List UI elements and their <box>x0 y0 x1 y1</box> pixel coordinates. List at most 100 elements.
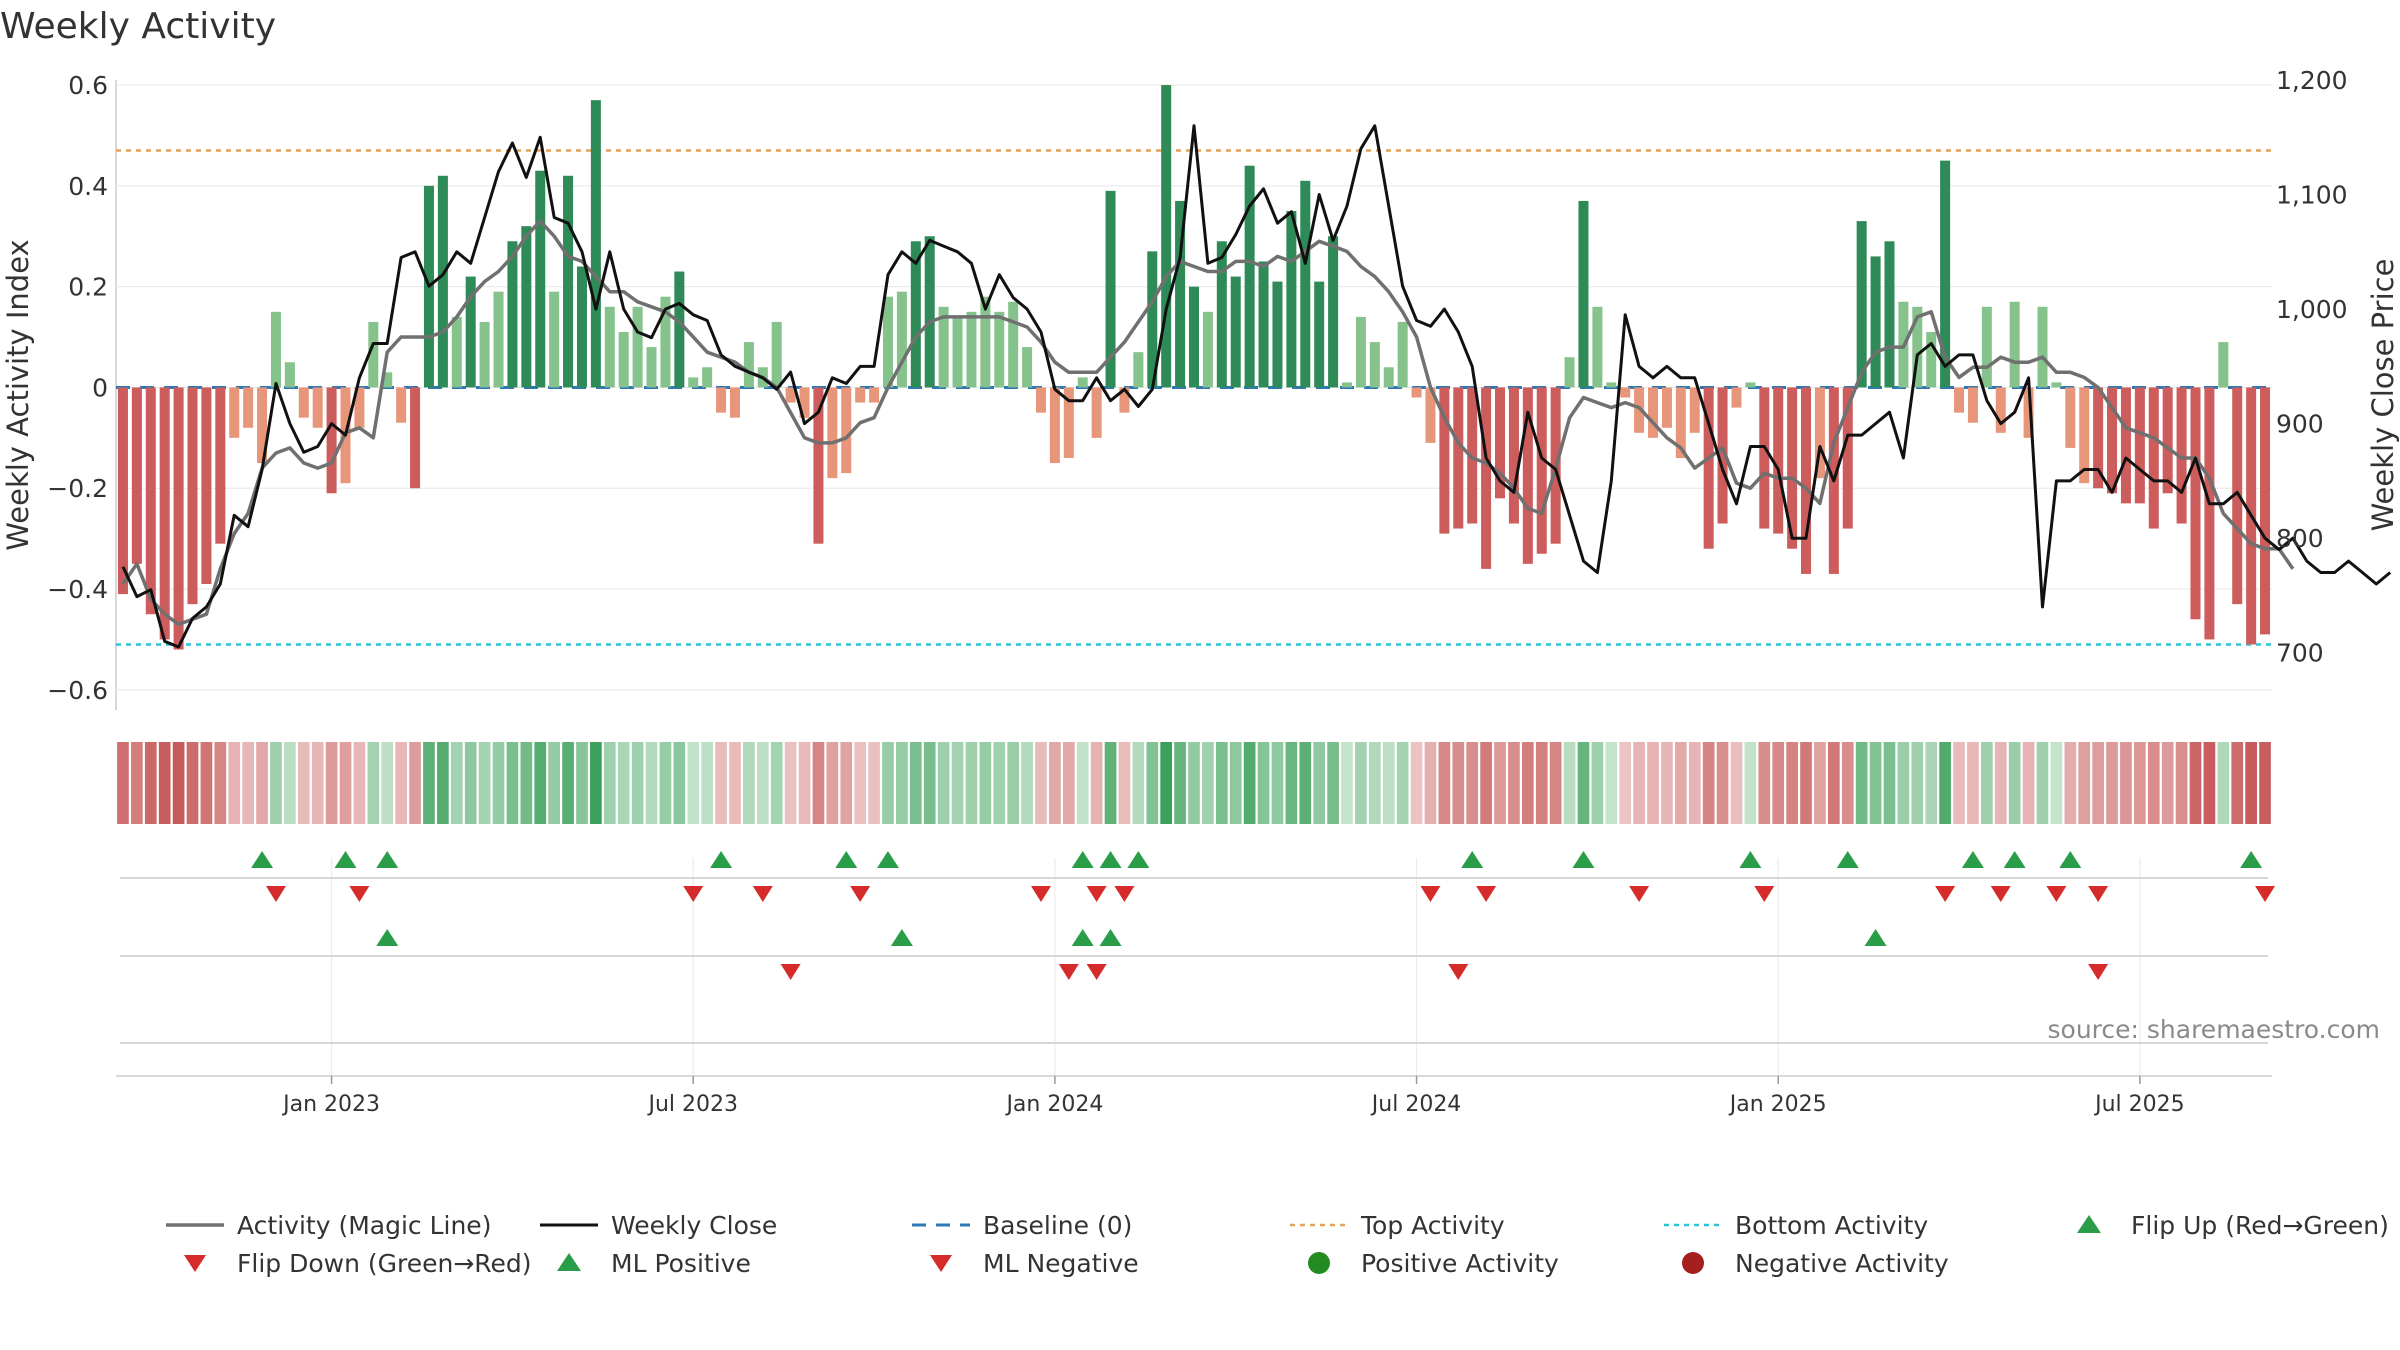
strip-cell <box>993 742 1006 824</box>
strip-cell <box>2008 742 2021 824</box>
flip-down-marker <box>1629 886 1650 902</box>
strip-cell <box>409 742 421 824</box>
activity-bar <box>1341 382 1353 388</box>
strip-cell <box>1285 742 1298 824</box>
strip-cell <box>1897 742 1910 824</box>
activity-bar <box>702 367 713 388</box>
x-tick-label: Jul 2023 <box>646 1092 738 1117</box>
strip-cell <box>1076 742 1089 824</box>
activity-bar <box>924 236 935 388</box>
strip-cell <box>242 742 254 824</box>
strip-cell <box>2147 742 2160 824</box>
legend: Activity (Magic Line) Weekly Close Baselin… <box>166 1211 2389 1278</box>
activity-bar <box>229 387 240 438</box>
flip-down-marker <box>752 886 773 902</box>
flip-down-marker <box>1114 886 1135 902</box>
flip-down-marker <box>1935 886 1956 902</box>
strip-cell <box>1911 742 1924 824</box>
activity-bar <box>869 387 880 403</box>
activity-bar <box>1967 387 1978 423</box>
flip-up-marker <box>1572 851 1595 868</box>
activity-bar <box>2120 387 2131 504</box>
activity-bar <box>535 170 546 388</box>
strip-cell <box>1716 742 1729 824</box>
strip-cell <box>1981 742 1993 824</box>
strip-cell <box>1744 742 1757 824</box>
strip-cell <box>2134 742 2146 824</box>
activity-bar <box>1954 387 1965 413</box>
strip-cell <box>1855 742 1868 824</box>
legend-label: Flip Down (Green→Red) <box>237 1249 532 1278</box>
strip-cell <box>923 742 936 824</box>
activity-bar <box>1870 256 1881 388</box>
activity-bar <box>1091 387 1102 438</box>
strip-cell <box>1452 742 1465 824</box>
activity-bar <box>882 296 893 388</box>
activity-bar <box>1661 387 1672 428</box>
activity-bar <box>1035 387 1047 413</box>
strip-cell <box>1438 742 1451 824</box>
activity-bar <box>2260 387 2271 635</box>
activity-bar <box>590 100 601 388</box>
strip-cell <box>882 742 894 824</box>
left-axis-ticks: 0.6 0.4 0.2 0 −0.2 −0.4 −0.6 <box>47 71 108 705</box>
strip-cell <box>1577 742 1590 824</box>
strip-cell <box>1021 742 1033 824</box>
activity-bar <box>1063 387 1074 458</box>
left-tick-label: 0.4 <box>68 172 108 201</box>
legend-swatch <box>557 1253 581 1271</box>
activity-bar <box>1314 281 1325 388</box>
activity-bar <box>2009 301 2020 388</box>
strip-cell <box>645 742 658 824</box>
strip-cell <box>756 742 769 824</box>
strip-cell <box>2064 742 2077 824</box>
activity-bar <box>1787 387 1798 549</box>
right-tick-label: 1,000 <box>2276 295 2348 324</box>
activity-bar <box>187 387 198 605</box>
strip-cell <box>729 742 741 824</box>
strip-cell <box>2036 742 2049 824</box>
activity-bar <box>660 296 671 388</box>
ml-positive-marker <box>1071 929 1094 946</box>
activity-bar <box>270 311 281 388</box>
flip-up-marker <box>251 851 274 868</box>
left-tick-label: 0.6 <box>68 71 108 100</box>
activity-bar <box>604 306 615 388</box>
ml-positive-marker <box>890 929 913 946</box>
flip-up-marker <box>2059 851 2082 868</box>
legend-label: Top Activity <box>1360 1211 1505 1240</box>
strip-cell <box>562 742 574 824</box>
strip-cell <box>840 742 853 824</box>
ml-negative-marker <box>1448 964 1469 980</box>
activity-bar <box>2148 387 2159 529</box>
strip-cell <box>1925 742 1938 824</box>
strip-cell <box>1271 742 1284 824</box>
activity-bar <box>2093 387 2104 489</box>
activity-bar <box>1578 200 1589 388</box>
activity-bar <box>1773 387 1784 534</box>
left-tick-label: −0.4 <box>47 575 108 604</box>
activity-bar <box>1397 321 1408 388</box>
activity-bar <box>1286 211 1297 388</box>
strip-cell <box>1382 742 1395 824</box>
activity-bar <box>1077 377 1088 388</box>
weekly-close-line <box>121 124 2392 649</box>
activity-bar <box>284 362 295 388</box>
activity-bar <box>410 387 421 489</box>
activity-bar <box>131 387 142 564</box>
strip-cell <box>868 742 880 824</box>
strip-cell <box>631 742 644 824</box>
strip-cell <box>2078 742 2091 824</box>
activity-bar <box>688 377 699 388</box>
activity-bar <box>618 332 629 388</box>
strip-cell <box>534 742 547 824</box>
strip-cell <box>2106 742 2118 824</box>
left-tick-label: 0 <box>92 373 108 402</box>
strip-cell <box>1327 742 1339 824</box>
activity-bar <box>312 387 323 428</box>
strip-cell <box>1174 742 1186 824</box>
strip-cell <box>158 742 171 824</box>
strip-cell <box>450 742 463 824</box>
strip-cell <box>576 742 588 824</box>
activity-bar <box>576 266 587 388</box>
